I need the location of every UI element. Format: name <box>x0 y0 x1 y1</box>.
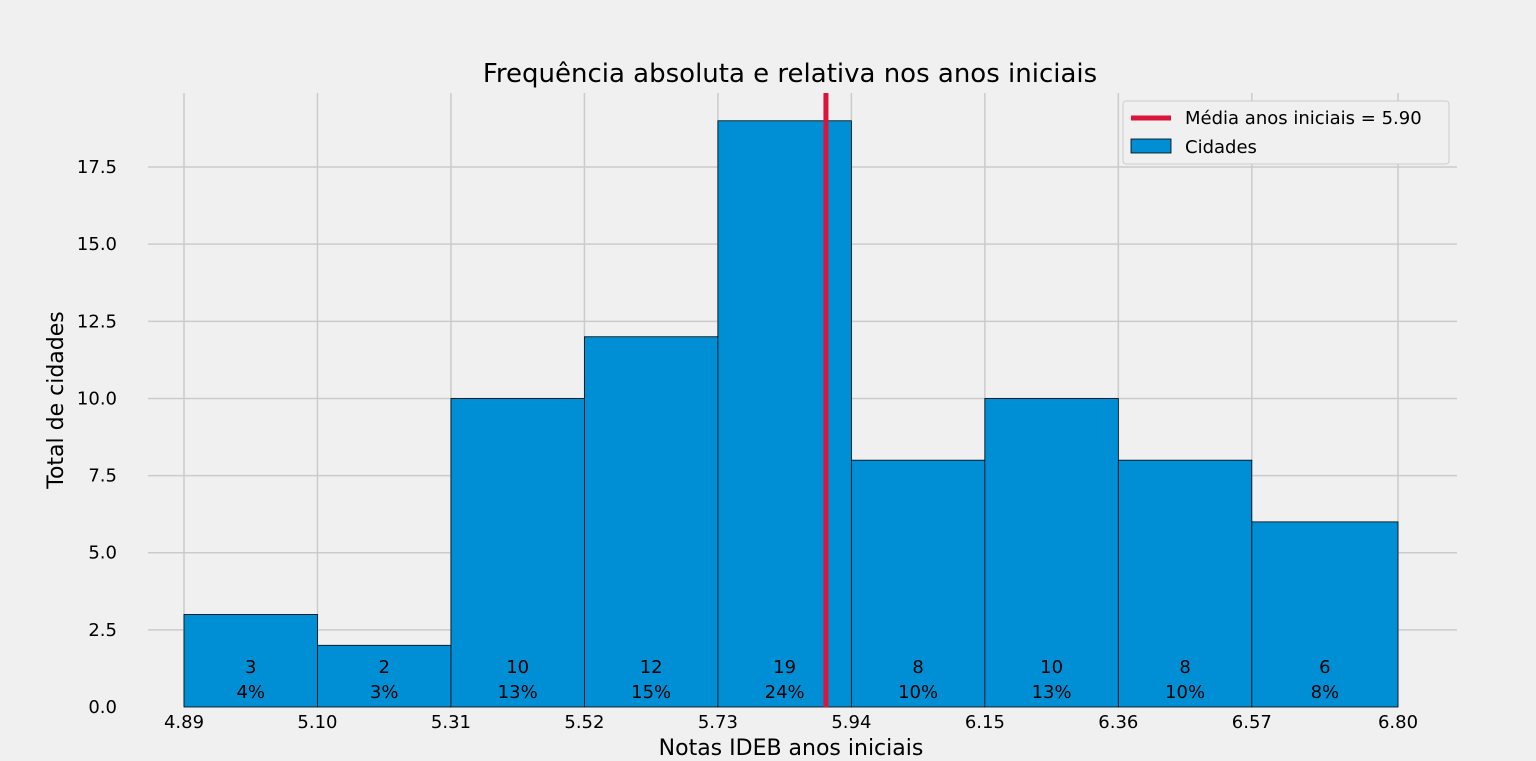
y-tick-label: 2.5 <box>88 620 117 641</box>
bar-count-label: 3 <box>245 657 256 678</box>
legend-frame <box>1122 100 1450 165</box>
bar-count-label: 10 <box>1040 657 1063 678</box>
histogram-bar <box>584 336 719 708</box>
bar-percent-label: 13% <box>498 682 538 703</box>
x-tick-label: 6.15 <box>965 712 1005 733</box>
histogram-bar <box>183 614 318 708</box>
bar-count-label: 10 <box>506 657 529 678</box>
bar-count-label: 12 <box>640 657 663 678</box>
legend: Média anos iniciais = 5.90 Cidades <box>1122 100 1450 165</box>
bar-percent-label: 4% <box>236 682 265 703</box>
x-tick-label: 6.57 <box>1232 712 1272 733</box>
histogram-bar <box>1117 459 1253 708</box>
x-tick-label: 5.52 <box>564 712 604 733</box>
x-tick-label: 5.31 <box>431 712 471 733</box>
bar-percent-label: 15% <box>631 682 671 703</box>
x-axis-ticks: 4.89 5.10 5.31 5.52 5.73 5.94 6.15 6.36 6.57 6.80 <box>164 712 1418 733</box>
x-tick-label: 5.10 <box>297 712 337 733</box>
bar-count-label: 19 <box>773 657 796 678</box>
y-tick-label: 0.0 <box>88 697 117 718</box>
legend-bar-swatch <box>1130 138 1172 154</box>
y-axis-label: Total de cidades <box>44 311 69 489</box>
y-tick-label: 15.0 <box>77 234 117 255</box>
x-tick-label: 6.36 <box>1098 712 1138 733</box>
bar-percent-label: 24% <box>765 682 805 703</box>
legend-series-label: Cidades <box>1185 137 1257 158</box>
bar-percent-label: 10% <box>898 682 938 703</box>
histogram-bar <box>450 398 585 708</box>
y-tick-label: 12.5 <box>77 311 117 332</box>
y-tick-label: 5.0 <box>88 543 117 564</box>
bar-percent-label: 10% <box>1165 682 1205 703</box>
x-axis-label: Notas IDEB anos iniciais <box>659 736 924 761</box>
x-tick-label: 5.73 <box>698 712 738 733</box>
x-tick-label: 4.89 <box>164 712 204 733</box>
bar-percent-label: 3% <box>370 682 399 703</box>
y-tick-label: 10.0 <box>77 388 117 409</box>
y-tick-label: 17.5 <box>77 157 117 178</box>
bar-count-label: 8 <box>1179 657 1190 678</box>
histogram-bar <box>850 459 986 708</box>
bar-count-label: 8 <box>912 657 923 678</box>
bar-percent-label: 13% <box>1032 682 1072 703</box>
bar-percent-label: 8% <box>1311 682 1340 703</box>
legend-mean-label: Média anos iniciais = 5.90 <box>1185 108 1422 129</box>
y-axis-ticks: 0.0 2.5 5.0 7.5 10.0 12.5 15.0 17.5 <box>77 157 117 718</box>
histogram-bar <box>717 120 852 708</box>
histogram-bar <box>317 644 452 708</box>
bars <box>183 120 1399 708</box>
bar-labels: 3 4% 2 3% 10 13% 12 15% 19 24% 8 10% 10 13% 8 10% 6 8% <box>236 657 1339 703</box>
bar-count-label: 2 <box>378 657 389 678</box>
chart-title: Frequência absoluta e relativa nos anos … <box>483 59 1097 89</box>
x-tick-label: 6.80 <box>1378 712 1418 733</box>
bar-count-label: 6 <box>1319 657 1330 678</box>
histogram-bar <box>1251 521 1399 708</box>
x-tick-label: 5.94 <box>831 712 871 733</box>
y-tick-label: 7.5 <box>88 466 117 487</box>
